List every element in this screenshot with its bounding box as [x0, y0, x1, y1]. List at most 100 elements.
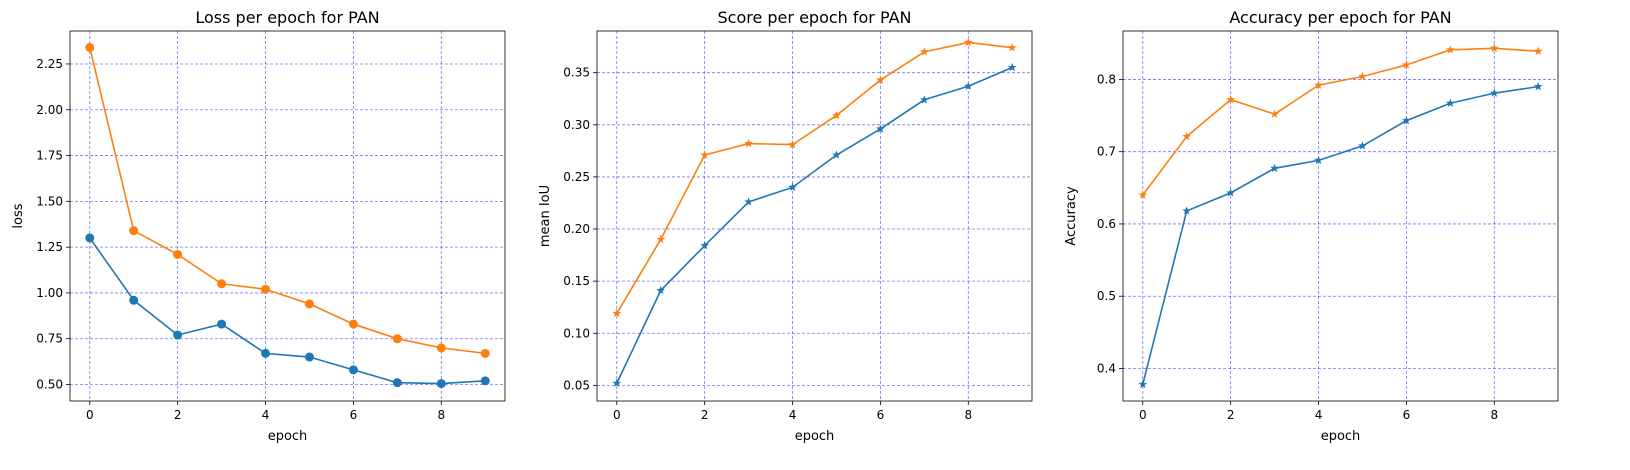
- y-tick-label: 0.30: [563, 118, 590, 132]
- x-tick-label: 4: [789, 408, 797, 422]
- data-point: [744, 197, 753, 206]
- y-tick-label: 0.75: [36, 332, 63, 346]
- data-point: [1007, 62, 1017, 72]
- data-point: [436, 379, 446, 389]
- data-point: [1314, 155, 1323, 165]
- data-point: [436, 343, 446, 353]
- data-point: [788, 140, 797, 149]
- data-point: [876, 75, 885, 84]
- data-point: [304, 299, 314, 309]
- x-tick-label: 8: [964, 408, 972, 422]
- x-tick-label: 0: [1139, 408, 1147, 422]
- data-point: [1358, 141, 1367, 150]
- data-point: [1533, 82, 1543, 91]
- x-tick-label: 6: [1403, 408, 1411, 422]
- data-point: [656, 234, 666, 244]
- y-tick-label: 1.50: [36, 194, 63, 208]
- axes-frame: [596, 30, 1033, 402]
- data-point: [1445, 98, 1455, 107]
- data-point: [1138, 190, 1148, 199]
- y-tick-label: 0.15: [563, 274, 590, 288]
- chart-1: 0 2 4 6 8 0.50 0.75 1.00 1.25 1.50 1.75 2.00 2.25 Los…: [11, 8, 506, 444]
- data-point: [1489, 88, 1499, 97]
- data-point: [1007, 43, 1017, 52]
- data-point: [919, 47, 929, 56]
- series-2-line: [88, 47, 486, 355]
- data-point: [129, 226, 139, 236]
- data-point: [85, 42, 95, 52]
- data-point: [304, 352, 314, 362]
- data-point: [1445, 45, 1455, 54]
- x-tick-label: 8: [1490, 408, 1498, 422]
- axes-frame: [1122, 30, 1559, 402]
- data-point: [173, 249, 183, 259]
- y-tick-label: 0.20: [563, 222, 590, 236]
- y-tick-label: 0.35: [563, 66, 590, 80]
- data-point: [1182, 131, 1192, 141]
- y-axis-label: mean IoU: [538, 185, 553, 247]
- data-point: [1314, 80, 1323, 89]
- data-point: [85, 233, 95, 243]
- data-point: [612, 378, 622, 387]
- data-point: [700, 241, 710, 250]
- chart-title: Score per epoch for PAN: [718, 8, 912, 27]
- series-2-line: [1142, 47, 1539, 196]
- data-point: [656, 285, 666, 295]
- data-point: [392, 378, 402, 388]
- y-tick-label: 0.6: [1097, 217, 1116, 231]
- data-point: [480, 376, 490, 386]
- series-1-line: [1141, 85, 1539, 385]
- data-point: [261, 284, 271, 294]
- y-tick-label: 0.05: [563, 378, 590, 392]
- y-tick-label: 2.25: [36, 57, 63, 71]
- data-point: [348, 319, 358, 329]
- x-axis-label: epoch: [795, 429, 835, 444]
- data-point: [700, 150, 710, 159]
- data-point: [392, 334, 402, 344]
- chart-2: 0 2 4 6 8 0.05 0.10 0.15 0.20 0.25 0.30 0.35 Score p…: [538, 8, 1033, 444]
- x-tick-label: 4: [262, 408, 270, 422]
- data-point: [919, 95, 929, 104]
- data-point: [963, 81, 973, 90]
- chart-title: Accuracy per epoch for PAN: [1229, 8, 1451, 27]
- data-point: [348, 365, 358, 375]
- x-tick-label: 6: [877, 408, 885, 422]
- x-tick-label: 6: [350, 408, 358, 422]
- x-tick-label: 0: [86, 408, 94, 422]
- data-point: [1270, 163, 1279, 173]
- data-point: [1402, 60, 1411, 69]
- data-point: [1270, 109, 1279, 118]
- data-point: [1182, 206, 1192, 215]
- data-point: [876, 124, 885, 133]
- x-tick-label: 4: [1315, 408, 1323, 422]
- data-point: [1358, 71, 1367, 81]
- chart-title: Loss per epoch for PAN: [195, 8, 379, 27]
- data-point: [217, 279, 227, 289]
- x-tick-label: 2: [1227, 408, 1235, 422]
- data-point: [129, 295, 139, 305]
- x-tick-label: 8: [437, 408, 445, 422]
- data-point: [1138, 379, 1148, 389]
- data-point: [480, 348, 490, 358]
- axes-frame: [69, 30, 506, 402]
- x-tick-label: 2: [701, 408, 709, 422]
- y-tick-label: 0.25: [563, 170, 590, 184]
- data-point: [1533, 46, 1543, 55]
- series-1-line: [89, 237, 486, 385]
- data-point: [963, 37, 973, 47]
- data-point: [173, 330, 183, 340]
- data-point: [1226, 188, 1236, 197]
- y-axis-label: loss: [11, 203, 26, 228]
- data-point: [1226, 95, 1236, 104]
- data-point: [832, 110, 841, 120]
- x-tick-label: 0: [613, 408, 621, 422]
- y-tick-label: 0.7: [1097, 145, 1116, 159]
- data-point: [744, 138, 753, 148]
- y-tick-label: 1.25: [36, 240, 63, 254]
- data-point: [1489, 43, 1499, 53]
- data-point: [832, 150, 841, 159]
- series-2-line: [616, 41, 1013, 314]
- y-tick-label: 2.00: [36, 103, 63, 117]
- y-tick-label: 0.10: [563, 326, 590, 340]
